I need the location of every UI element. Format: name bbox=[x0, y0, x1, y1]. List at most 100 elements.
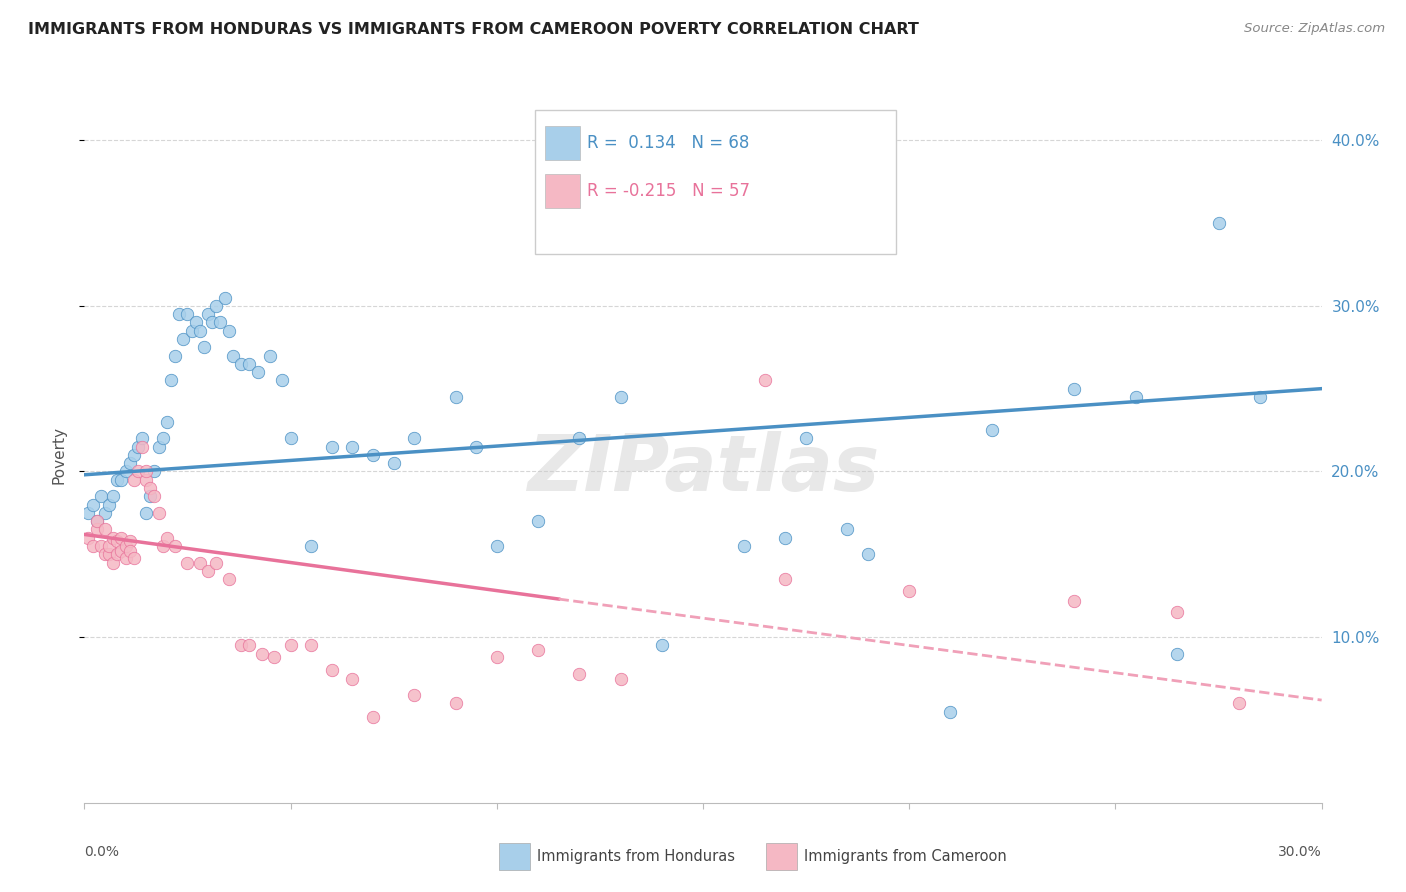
Point bbox=[98, 539, 121, 553]
Point bbox=[160, 373, 183, 387]
Point bbox=[1208, 216, 1230, 230]
Point bbox=[280, 431, 302, 445]
Point bbox=[197, 307, 219, 321]
Text: R = -0.215   N = 57: R = -0.215 N = 57 bbox=[588, 182, 751, 200]
Point bbox=[143, 489, 166, 503]
Point bbox=[651, 639, 673, 653]
Point bbox=[94, 547, 117, 561]
Point bbox=[361, 448, 384, 462]
Point bbox=[118, 534, 141, 549]
Point bbox=[114, 465, 136, 479]
Point bbox=[148, 440, 170, 454]
Text: 0.0%: 0.0% bbox=[84, 845, 120, 858]
Point bbox=[105, 547, 128, 561]
Point bbox=[1249, 390, 1271, 404]
Text: Immigrants from Honduras: Immigrants from Honduras bbox=[537, 849, 735, 863]
Point bbox=[259, 349, 281, 363]
Point bbox=[105, 534, 128, 549]
Point bbox=[485, 650, 508, 665]
Point bbox=[77, 506, 100, 520]
Point bbox=[342, 672, 364, 686]
Point bbox=[98, 547, 121, 561]
Point bbox=[122, 448, 145, 462]
Point bbox=[527, 514, 550, 528]
Text: ZIPatlas: ZIPatlas bbox=[527, 431, 879, 507]
Point bbox=[103, 489, 125, 503]
Point bbox=[205, 299, 228, 313]
Point bbox=[152, 539, 174, 553]
Point bbox=[754, 373, 776, 387]
Text: 30.0%: 30.0% bbox=[1278, 845, 1322, 858]
Point bbox=[263, 650, 285, 665]
Point bbox=[188, 324, 211, 338]
Point bbox=[105, 473, 128, 487]
Point bbox=[980, 423, 1002, 437]
Text: Source: ZipAtlas.com: Source: ZipAtlas.com bbox=[1244, 22, 1385, 36]
Point bbox=[794, 431, 817, 445]
Point bbox=[114, 539, 136, 553]
Point bbox=[114, 550, 136, 565]
Point bbox=[139, 489, 162, 503]
Point bbox=[222, 349, 245, 363]
Point bbox=[156, 531, 179, 545]
Point bbox=[176, 556, 198, 570]
Point bbox=[299, 539, 322, 553]
Point bbox=[775, 531, 797, 545]
Point bbox=[321, 440, 343, 454]
Point bbox=[193, 340, 215, 354]
Point bbox=[184, 315, 207, 329]
Point bbox=[713, 191, 735, 205]
Point bbox=[165, 349, 187, 363]
Point bbox=[609, 390, 631, 404]
Point bbox=[197, 564, 219, 578]
Point bbox=[188, 556, 211, 570]
Point bbox=[444, 697, 467, 711]
Point bbox=[131, 440, 153, 454]
Point bbox=[118, 456, 141, 470]
Point bbox=[898, 583, 921, 598]
Point bbox=[127, 440, 149, 454]
Point bbox=[238, 639, 260, 653]
Point bbox=[1063, 593, 1085, 607]
Point bbox=[152, 431, 174, 445]
Point bbox=[856, 547, 879, 561]
Point bbox=[837, 523, 859, 537]
Point bbox=[939, 705, 962, 719]
Y-axis label: Poverty: Poverty bbox=[51, 425, 66, 484]
Point bbox=[229, 639, 252, 653]
Point bbox=[148, 506, 170, 520]
Text: R =  0.134   N = 68: R = 0.134 N = 68 bbox=[588, 134, 749, 152]
Point bbox=[250, 647, 273, 661]
Point bbox=[127, 465, 149, 479]
Point bbox=[122, 473, 145, 487]
Point bbox=[404, 431, 426, 445]
Point bbox=[86, 523, 108, 537]
Point bbox=[321, 663, 343, 677]
Point bbox=[110, 544, 132, 558]
Point bbox=[444, 390, 467, 404]
Point bbox=[94, 506, 117, 520]
Point bbox=[229, 357, 252, 371]
Point bbox=[77, 531, 100, 545]
Point bbox=[172, 332, 194, 346]
Point bbox=[404, 688, 426, 702]
Point bbox=[110, 531, 132, 545]
Point bbox=[103, 556, 125, 570]
Point bbox=[131, 431, 153, 445]
Point bbox=[246, 365, 269, 379]
Point bbox=[86, 514, 108, 528]
Point bbox=[103, 531, 125, 545]
Point bbox=[82, 498, 104, 512]
Point bbox=[122, 550, 145, 565]
Point bbox=[139, 481, 162, 495]
Point bbox=[135, 465, 157, 479]
Point bbox=[98, 498, 121, 512]
Point bbox=[271, 373, 294, 387]
Point bbox=[609, 672, 631, 686]
Point bbox=[568, 666, 591, 681]
Point bbox=[82, 539, 104, 553]
Point bbox=[361, 709, 384, 723]
Point bbox=[110, 473, 132, 487]
Point bbox=[143, 465, 166, 479]
Point bbox=[568, 431, 591, 445]
